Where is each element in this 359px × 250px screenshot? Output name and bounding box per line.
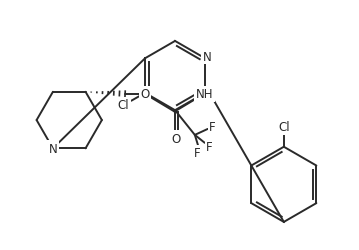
Text: N: N bbox=[202, 50, 211, 64]
Text: F: F bbox=[209, 121, 216, 134]
Text: Cl: Cl bbox=[278, 121, 290, 134]
Text: F: F bbox=[194, 146, 200, 160]
Text: N: N bbox=[48, 142, 57, 155]
Text: F: F bbox=[206, 141, 213, 154]
Text: O: O bbox=[171, 132, 181, 145]
Text: Cl: Cl bbox=[117, 99, 129, 112]
Text: NH: NH bbox=[195, 88, 213, 101]
Text: O: O bbox=[140, 88, 149, 101]
